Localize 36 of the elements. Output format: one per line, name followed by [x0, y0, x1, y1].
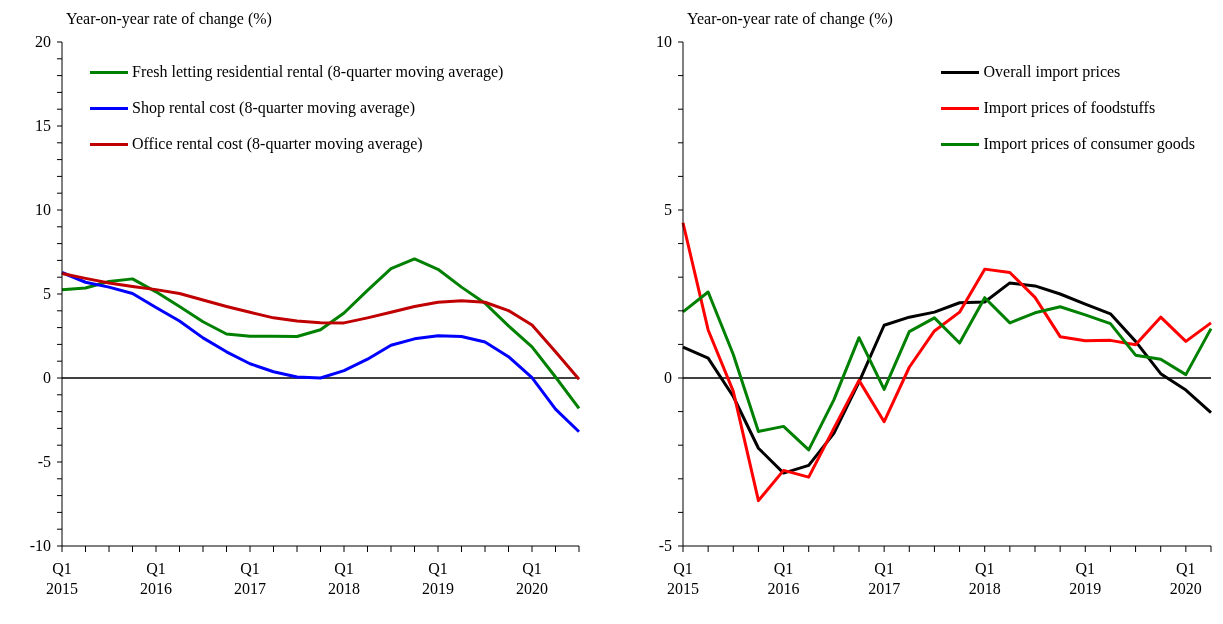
x-tick-label: Q1 2017	[868, 560, 901, 597]
legend-label: Fresh letting residential rental (8-quarter moving average)	[132, 63, 504, 81]
legend-label: Import prices of foodstuffs	[983, 99, 1156, 117]
y-tick-label: 0	[664, 369, 672, 386]
y-tick-label: 10	[35, 201, 51, 218]
x-tick-label: Q1 2015	[667, 560, 699, 597]
y-tick-label: -5	[658, 537, 672, 554]
x-tick-label: Q1 2018	[328, 560, 360, 597]
line-series	[681, 221, 1213, 503]
line-series	[60, 272, 581, 381]
y-tick-label: 5	[43, 285, 51, 302]
x-tick-label: Q1 2019	[422, 560, 454, 597]
legend-label: Overall import prices	[983, 63, 1121, 81]
x-tick-label: Q1 2019	[1069, 560, 1102, 597]
legend-label: Import prices of consumer goods	[983, 135, 1195, 153]
y-tick-label: 0	[43, 369, 51, 386]
line-series	[60, 257, 581, 410]
x-tick-label: Q1 2016	[767, 560, 800, 597]
y-tick-label: 20	[35, 33, 51, 50]
y-tick-label: -10	[29, 537, 51, 554]
y-tick-label: 5	[664, 201, 672, 218]
legend-label: Shop rental cost (8-quarter moving average)	[132, 99, 416, 117]
legend-label: Office rental cost (8-quarter moving average)	[132, 135, 423, 153]
x-tick-label: Q1 2015	[46, 560, 78, 597]
x-tick-label: Q1 2016	[140, 560, 172, 597]
y-tick-label: -5	[37, 453, 51, 470]
x-tick-label: Q1 2020	[1169, 560, 1202, 597]
line-series	[681, 290, 1213, 452]
x-tick-label: Q1 2018	[968, 560, 1001, 597]
y-tick-label: 15	[35, 117, 51, 134]
y-tick-label: 10	[656, 33, 672, 50]
x-tick-label: Q1 2017	[234, 560, 266, 597]
line-series	[60, 271, 581, 434]
y-axis-title: Year-on-year rate of change (%)	[66, 10, 272, 28]
y-axis-title: Year-on-year rate of change (%)	[687, 10, 893, 28]
x-tick-label: Q1 2020	[516, 560, 548, 597]
